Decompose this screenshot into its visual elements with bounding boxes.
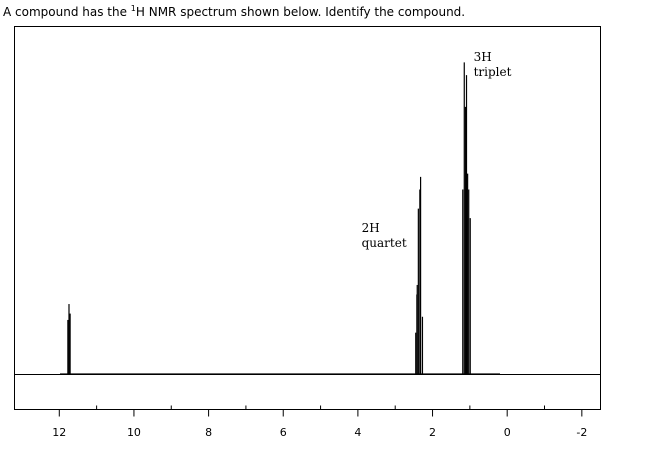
x-axis-tick-labels: 12 10 8 6 4 2 0 -2 <box>52 426 587 439</box>
triplet-label: triplet <box>473 64 512 79</box>
question-text: A compound has the 1H NMR spectrum shown… <box>3 4 465 19</box>
tick-label: 8 <box>205 426 212 439</box>
question-post: H NMR spectrum shown below. Identify the… <box>135 5 466 19</box>
tick-label: 12 <box>52 426 66 439</box>
tick-label: 2 <box>429 426 436 439</box>
quartet-annotation: 2H quartet <box>362 221 407 251</box>
plot-frame <box>14 26 601 410</box>
x-axis-ticks <box>58 405 583 417</box>
tick-label: 0 <box>504 426 511 439</box>
question-sup: 1 <box>130 4 136 13</box>
quartet-count: 2H <box>361 221 380 236</box>
tick-label: 4 <box>354 426 361 439</box>
tick-label: 10 <box>127 426 141 439</box>
triplet-count: 3H <box>473 49 492 64</box>
tick-label: -2 <box>576 426 587 439</box>
quartet-label: quartet <box>361 236 407 251</box>
tick-label: 6 <box>280 426 287 439</box>
spectrum-peaks <box>67 62 471 374</box>
question-pre: A compound has the <box>3 5 131 19</box>
triplet-annotation: 3H triplet <box>474 50 512 80</box>
